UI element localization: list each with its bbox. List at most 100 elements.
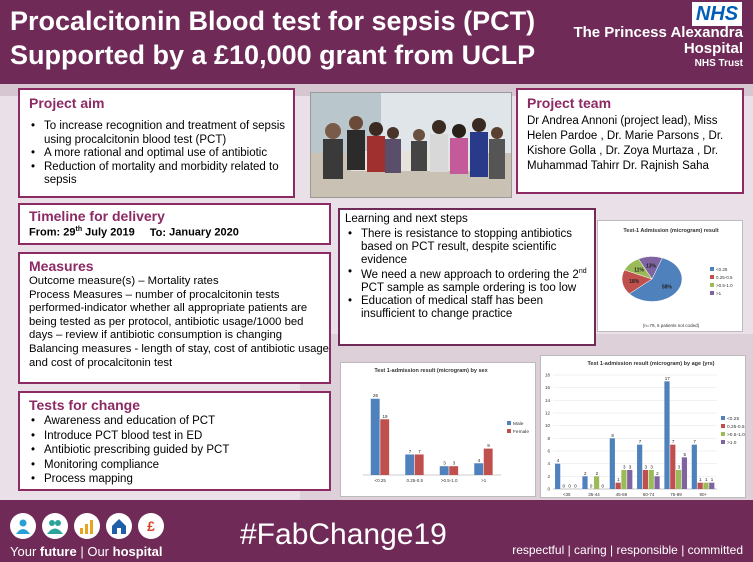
bar xyxy=(654,476,660,489)
legend-swatch xyxy=(721,416,725,420)
project-team-members: Dr Andrea Annoni (project lead), Miss He… xyxy=(527,115,724,172)
y-tick-label: 16 xyxy=(545,385,551,390)
timeline-to-label: To: xyxy=(149,226,167,239)
measures-process: Process Measures – number of procalciton… xyxy=(29,288,308,342)
legend-swatch xyxy=(710,283,714,287)
bar-data-label: 3 xyxy=(645,465,648,470)
x-tick-label: >0.5-1.0 xyxy=(441,478,458,483)
timeline-title: Timeline for delivery xyxy=(29,208,165,224)
bar-data-label: 5 xyxy=(683,452,686,457)
bar xyxy=(483,448,493,475)
bar xyxy=(703,482,709,489)
list-item: To increase recognition and treatment of… xyxy=(28,120,290,147)
x-tick-label: 45-59 xyxy=(616,492,628,497)
bar-data-label: 3 xyxy=(623,465,626,470)
list-item: Antibiotic prescribing guided by PCT xyxy=(28,443,324,458)
bar xyxy=(370,398,380,475)
legend-swatch xyxy=(710,291,714,295)
legend-swatch xyxy=(507,429,511,433)
x-tick-label: 90+ xyxy=(700,492,708,497)
timeline-from-day: 29 xyxy=(63,226,76,239)
pound-icon: £ xyxy=(138,513,164,539)
list-item: We need a new approach to ordering the 2… xyxy=(345,266,591,294)
bar-data-label: 17 xyxy=(665,376,671,381)
tagline: Your future | Our hospital xyxy=(10,544,162,559)
list-item: Reduction of mortality and morbidity rel… xyxy=(28,161,290,188)
y-tick-label: 10 xyxy=(545,423,551,428)
bar-data-label: 3 xyxy=(629,465,632,470)
bar xyxy=(609,438,615,489)
list-item: Awareness and education of PCT xyxy=(28,414,324,429)
bar xyxy=(414,454,424,475)
bar xyxy=(709,482,715,489)
bar-data-label: 8 xyxy=(611,433,614,438)
list-item: Introduce PCT blood test in ED xyxy=(28,429,324,444)
y-tick-label: 14 xyxy=(545,398,551,403)
bar-data-label: 2 xyxy=(656,471,659,476)
legend-swatch xyxy=(721,432,725,436)
bar xyxy=(642,470,649,489)
project-aim-title: Project aim xyxy=(29,95,105,111)
bar-data-label: 2 xyxy=(596,471,599,476)
bar-data-label: 7 xyxy=(672,439,675,444)
x-tick-label: <35 xyxy=(563,492,571,497)
y-tick-label: 2 xyxy=(547,474,550,479)
y-tick-label: 6 xyxy=(547,449,550,454)
timeline-box: Timeline for delivery From: 29th July 20… xyxy=(18,203,331,245)
legend-label: Female xyxy=(513,429,529,435)
bar-data-label: 0 xyxy=(568,484,571,489)
legend-label: >0.5-1.0 xyxy=(716,283,733,288)
learning-item2-sup: nd xyxy=(578,268,587,276)
bar-data-label: 9 xyxy=(487,443,490,448)
org-name-line2: Hospital xyxy=(683,40,743,57)
legend-swatch xyxy=(710,275,714,279)
learning-item2-text: We need a new approach to ordering the 2 xyxy=(361,269,579,282)
team-photo xyxy=(310,92,512,198)
nhs-logo: NHS xyxy=(692,2,742,26)
tests-list: Awareness and education of PCT Introduce… xyxy=(28,414,324,487)
bar xyxy=(555,463,561,489)
age-bar-chart: Test 1-admission result (microgram) by a… xyxy=(545,361,745,497)
poster-title: Procalcitonin Blood test for sepsis (PCT… xyxy=(10,6,536,36)
bar xyxy=(627,470,633,489)
bar xyxy=(621,470,627,489)
svg-text:£: £ xyxy=(147,518,155,534)
org-name-line1: The Princess Alexandra xyxy=(573,24,743,41)
chart-title: Test 1-admission result (microgram) by s… xyxy=(374,368,488,374)
project-team-box: Project team Dr Andrea Annoni (project l… xyxy=(516,88,744,194)
timeline-from-sup: th xyxy=(75,226,83,233)
tests-title: Tests for change xyxy=(29,397,140,413)
legend-label: >1 xyxy=(716,291,722,296)
bar-data-label: 7 xyxy=(418,449,421,454)
legend-swatch xyxy=(507,421,511,425)
bar-data-label: 0 xyxy=(601,484,604,489)
chart-title: Test 1-admission result (microgram) by a… xyxy=(587,361,714,367)
pie-slice xyxy=(628,257,683,302)
tests-box: Tests for change Awareness and education… xyxy=(18,391,331,491)
bar xyxy=(439,466,449,475)
bar xyxy=(582,476,588,489)
pie-footnote: (n=79, 6 patients not coded) xyxy=(643,323,700,328)
people-icon xyxy=(10,513,36,539)
measures-balancing: Balancing measures - length of stay, cos… xyxy=(29,342,329,369)
bar xyxy=(670,444,676,489)
bar xyxy=(697,482,703,489)
x-tick-label: 35-44 xyxy=(588,492,600,497)
group-icon xyxy=(42,513,68,539)
legend-swatch xyxy=(710,267,714,271)
bar-data-label: 1 xyxy=(711,477,714,482)
bar xyxy=(681,457,688,489)
pie-data-label: 18% xyxy=(629,279,640,285)
sex-chart-panel: Test 1-admission result (microgram) by s… xyxy=(340,362,536,497)
bar xyxy=(405,454,415,475)
pie-slice xyxy=(638,256,663,280)
bar-data-label: 3 xyxy=(443,461,446,466)
header-bar xyxy=(0,0,753,84)
chart-growth-icon xyxy=(74,513,100,539)
legend-label: >0.5-1.0 xyxy=(727,432,745,438)
x-tick-label: >1 xyxy=(481,478,487,483)
bar-data-label: 0 xyxy=(563,484,566,489)
bar-data-label: 7 xyxy=(409,449,412,454)
list-item: Monitoring compliance xyxy=(28,458,324,473)
measures-outcome: Outcome measure(s) – Mortality rates xyxy=(29,275,219,287)
